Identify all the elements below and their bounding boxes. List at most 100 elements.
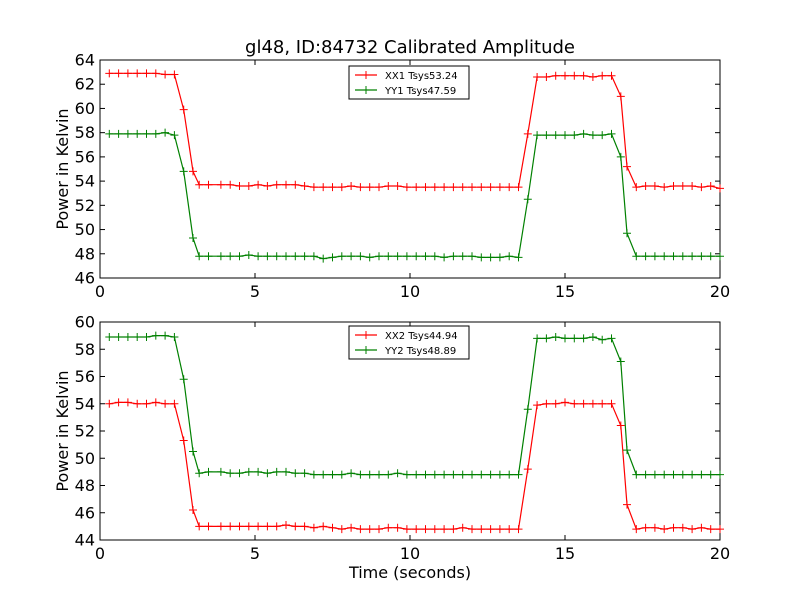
data-point-marker	[678, 181, 687, 190]
data-point-marker	[254, 522, 263, 531]
data-point-marker	[632, 470, 641, 479]
data-point-marker	[300, 181, 309, 190]
data-point-marker	[623, 229, 631, 238]
data-point-marker	[623, 446, 631, 455]
data-point-marker	[216, 467, 225, 476]
data-point-marker	[542, 399, 551, 408]
data-point-marker	[505, 525, 514, 534]
legend: XX1 Tsys53.24 YY1 Tsys47.59	[348, 65, 470, 100]
x-tick-label: 10	[400, 544, 420, 563]
data-point-marker	[706, 252, 715, 261]
x-tick-label: 20	[710, 544, 730, 563]
data-point-marker	[706, 181, 715, 190]
data-point-marker	[588, 332, 597, 341]
data-point-marker	[195, 522, 204, 531]
data-point-marker	[105, 332, 114, 341]
data-point-marker	[412, 252, 421, 261]
y-tick-label: 56	[75, 367, 95, 386]
data-point-marker	[486, 525, 495, 534]
legend-marker	[362, 71, 370, 79]
data-point-marker	[561, 398, 569, 407]
data-point-marker	[412, 470, 421, 479]
data-point-marker	[170, 399, 179, 408]
data-point-marker	[495, 470, 504, 479]
data-point-marker	[337, 252, 346, 261]
data-point-marker	[523, 405, 532, 414]
data-point-marker	[170, 70, 179, 79]
data-point-marker	[468, 525, 476, 534]
data-point-marker	[393, 181, 402, 190]
data-point-marker	[402, 252, 411, 261]
data-point-marker	[151, 69, 160, 78]
data-point-marker	[170, 332, 179, 341]
data-point-marker	[226, 522, 235, 531]
data-point-marker	[263, 252, 272, 261]
data-point-marker	[244, 181, 253, 190]
data-point-marker	[412, 525, 421, 534]
data-point-marker	[514, 253, 523, 262]
data-point-marker	[300, 469, 309, 478]
data-point-marker	[254, 467, 263, 476]
data-point-marker	[632, 525, 641, 534]
data-point-marker	[523, 195, 532, 204]
data-point-marker	[688, 470, 697, 479]
data-point-marker	[607, 129, 616, 138]
data-point-marker	[440, 253, 449, 262]
data-point-marker	[328, 470, 337, 479]
x-tick-label: 15	[555, 282, 575, 301]
data-point-marker	[328, 523, 337, 532]
x-tick-label: 5	[250, 544, 260, 563]
data-point-marker	[356, 252, 365, 261]
data-point-marker	[328, 183, 337, 192]
y-tick-label: 48	[75, 244, 95, 263]
data-point-marker	[570, 399, 579, 408]
data-point-marker	[440, 525, 449, 534]
data-point-marker	[179, 436, 188, 445]
data-point-marker	[477, 183, 486, 192]
data-point-marker	[660, 525, 669, 534]
data-point-marker	[551, 131, 560, 140]
data-point-marker	[123, 398, 132, 407]
data-point-marker	[561, 71, 569, 80]
data-point-marker	[505, 470, 514, 479]
data-point-marker	[458, 523, 467, 532]
data-point-marker	[402, 183, 411, 192]
data-point-marker	[263, 469, 272, 478]
data-point-marker	[375, 183, 383, 192]
data-point-marker	[142, 129, 151, 138]
data-point-marker	[347, 523, 356, 532]
data-point-marker	[588, 72, 597, 81]
data-point-marker	[588, 399, 597, 408]
data-point-marker	[337, 470, 346, 479]
y-tick-label: 64	[75, 51, 95, 70]
data-point-marker	[458, 470, 467, 479]
data-point-marker	[402, 525, 411, 534]
x-tick-label: 0	[95, 544, 105, 563]
data-point-marker	[421, 183, 430, 192]
data-point-marker	[161, 70, 170, 79]
data-point-marker	[421, 470, 430, 479]
data-point-marker	[514, 470, 523, 479]
data-point-marker	[244, 250, 253, 259]
data-point-marker	[616, 92, 625, 101]
data-point-marker	[468, 470, 476, 479]
data-point-marker	[716, 470, 724, 479]
data-point-marker	[579, 399, 588, 408]
data-point-marker	[632, 183, 641, 192]
data-point-marker	[133, 69, 142, 78]
data-point-marker	[309, 523, 318, 532]
y-tick-label: 50	[75, 449, 95, 468]
data-point-marker	[272, 252, 281, 261]
data-point-marker	[477, 470, 486, 479]
data-point-marker	[319, 522, 328, 531]
data-point-marker	[706, 470, 715, 479]
x-tick-label: 0	[95, 282, 105, 301]
data-point-marker	[616, 421, 625, 430]
data-point-marker	[421, 525, 430, 534]
data-point-marker	[375, 525, 383, 534]
data-point-marker	[458, 183, 467, 192]
data-point-marker	[623, 162, 631, 171]
legend-marker	[362, 86, 370, 94]
data-point-marker	[189, 167, 197, 176]
